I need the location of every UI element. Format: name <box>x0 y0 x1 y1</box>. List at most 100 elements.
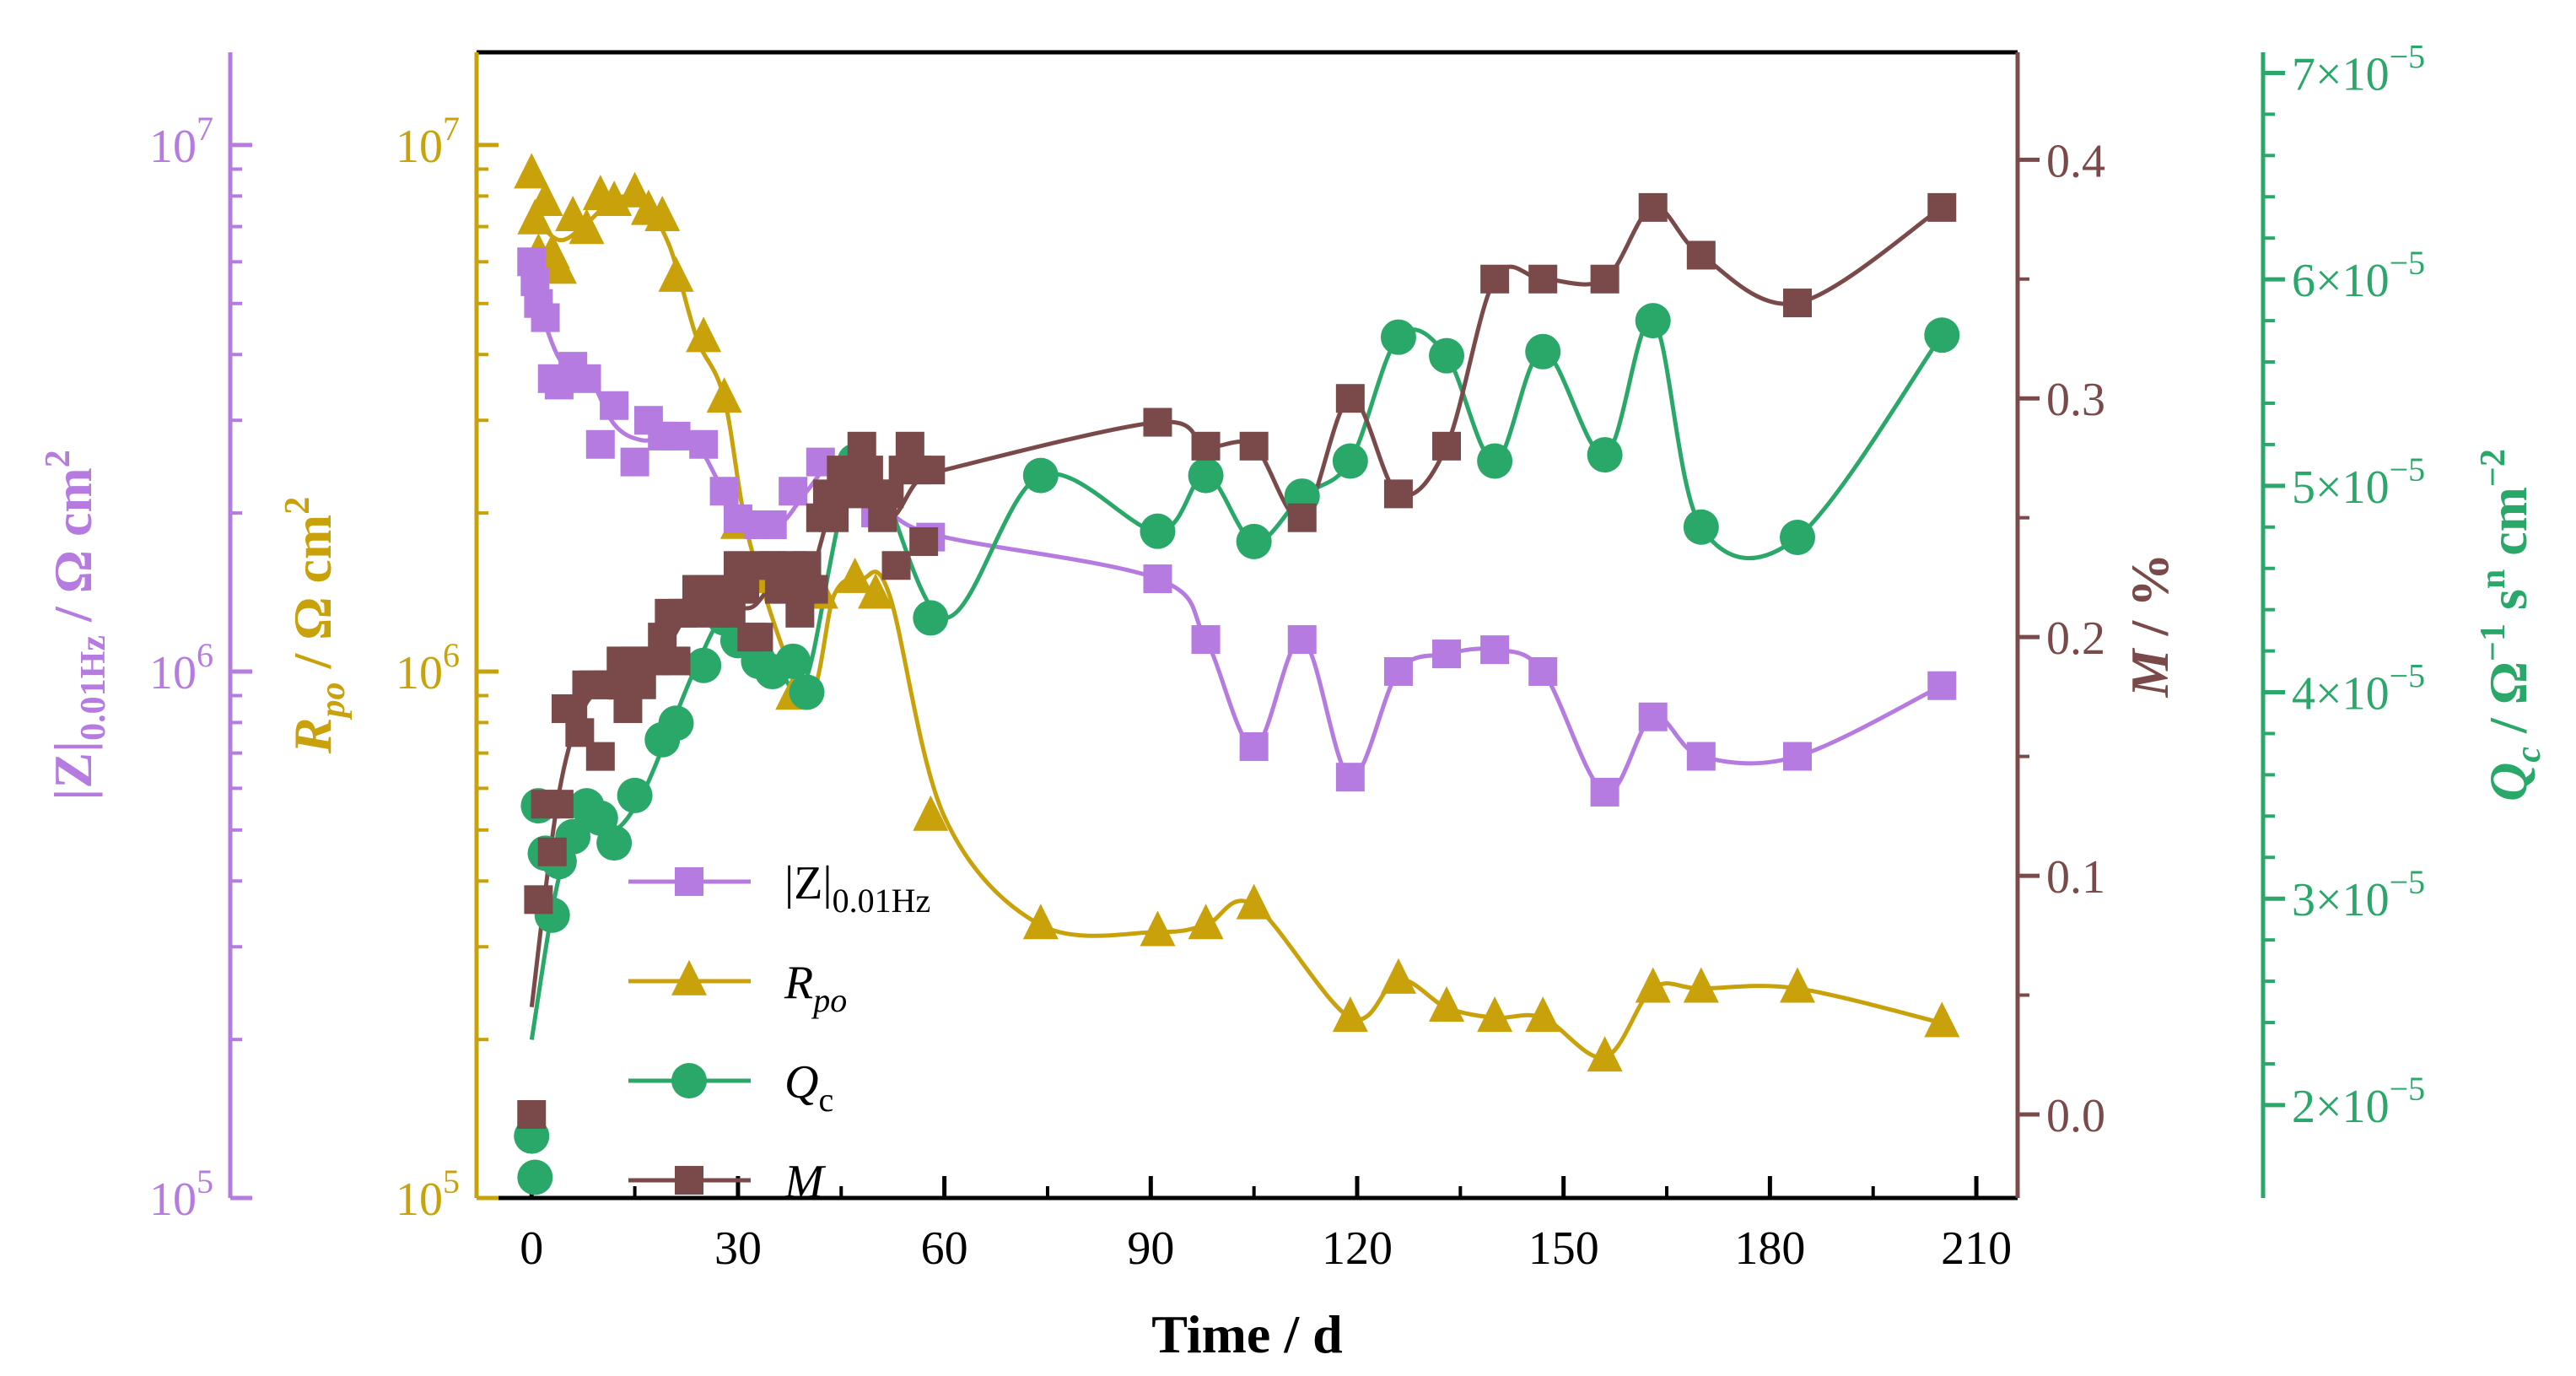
m-data-point <box>799 575 828 604</box>
rpo-data-point <box>1380 958 1416 994</box>
legend-marker-rpo <box>671 959 707 996</box>
rpo-data-point <box>913 795 949 831</box>
rpo-data-point <box>569 208 605 245</box>
rpo-data-point <box>1924 1001 1960 1038</box>
x-tick-label: 0 <box>520 1222 543 1275</box>
m-data-point <box>661 646 691 676</box>
z-data-point <box>600 391 629 420</box>
m-data-point <box>1383 479 1413 509</box>
qc-tick-label: 5×10−5 <box>2292 451 2425 514</box>
m-data-point <box>1638 192 1668 222</box>
rpo-data-point <box>644 195 681 231</box>
qc-data-point <box>1429 337 1465 374</box>
qc-data-point <box>1332 443 1368 479</box>
m-data-point <box>544 790 574 819</box>
m-tick-label: 0.1 <box>2046 851 2105 904</box>
qc-data-point <box>1525 333 1561 370</box>
rpo-data-point <box>706 377 742 413</box>
z-data-point <box>689 429 719 459</box>
rpo-data-point <box>1683 967 1719 1003</box>
rpo-data-point <box>1140 910 1176 947</box>
z-data-point <box>1927 671 1957 700</box>
m-data-point <box>1239 431 1269 461</box>
x-tick-label: 150 <box>1528 1222 1599 1275</box>
rpo-data-point <box>1022 904 1059 940</box>
z-data-point <box>1335 763 1365 792</box>
m-data-point <box>1686 240 1716 270</box>
z-data-point <box>1191 625 1221 655</box>
m-data-point <box>585 742 615 771</box>
qc-data-point <box>686 647 722 683</box>
qc-tick-label: 6×10−5 <box>2292 244 2425 307</box>
rpo-data-point <box>658 256 694 292</box>
qc-data-point <box>1022 457 1059 494</box>
m-data-point <box>1335 384 1365 413</box>
rpo-data-point <box>686 316 722 353</box>
m-tick-label: 0.3 <box>2046 374 2105 426</box>
rpo-data-point <box>617 171 653 208</box>
z-tick-label: 106 <box>149 636 213 699</box>
qc-data-point <box>1924 317 1960 353</box>
qc-data-point <box>596 825 633 861</box>
z-data-point <box>1638 702 1668 731</box>
rpo-data-point <box>1236 883 1272 920</box>
rpo-data-point <box>1477 996 1513 1033</box>
rpo-axis-title: Rpo / Ω cm2 <box>278 497 353 754</box>
m-data-point <box>517 1099 547 1129</box>
z-data-point <box>1287 625 1317 655</box>
z-data-point <box>1528 656 1558 686</box>
rpo-data-point <box>517 198 553 235</box>
z-tick-label: 107 <box>149 110 213 173</box>
z-data-point <box>1432 639 1462 669</box>
rpo-data-point <box>837 557 873 593</box>
qc-tick-label: 3×10−5 <box>2292 863 2425 926</box>
z-data-point <box>1239 731 1269 761</box>
rpo-data-point <box>858 573 894 609</box>
m-data-point <box>909 526 939 556</box>
qc-data-point <box>1477 443 1513 479</box>
rpo-data-point <box>1188 904 1224 940</box>
rpo-tick-label: 106 <box>396 636 460 699</box>
z-axis-title: |Z|0.01Hz / Ω cm2 <box>39 450 113 800</box>
m-data-point <box>916 456 946 485</box>
qc-data-point <box>775 643 811 679</box>
rpo-data-point <box>1587 1036 1623 1072</box>
legend-marker-z <box>675 867 703 896</box>
x-axis-title: Time / d <box>1151 1304 1342 1364</box>
m-tick-label: 0.0 <box>2046 1090 2105 1142</box>
qc-data-point <box>1635 303 1671 339</box>
z-data-point <box>779 477 808 506</box>
m-data-point <box>1480 264 1510 294</box>
rpo-tick-label: 105 <box>396 1163 460 1226</box>
rpo-data-point <box>541 248 577 284</box>
qc-tick-label: 2×10−5 <box>2292 1070 2425 1133</box>
m-tick-label: 0.2 <box>2046 612 2105 665</box>
m-data-point <box>881 551 911 580</box>
x-tick-label: 30 <box>714 1222 762 1275</box>
rpo-data-point <box>514 153 550 189</box>
z-data-point <box>1783 742 1812 771</box>
z-data-point <box>757 510 787 539</box>
qc-data-point <box>1780 520 1815 556</box>
z-tick-label: 105 <box>149 1163 213 1226</box>
qc-data-point <box>658 705 694 742</box>
m-data-point <box>1287 503 1317 532</box>
qc-data-point <box>1683 509 1719 545</box>
legend-label-rpo: Rpo <box>784 957 847 1019</box>
rpo-data-point <box>1332 996 1368 1033</box>
m-tick-label: 0.4 <box>2046 135 2105 187</box>
rpo-tick-label: 107 <box>396 110 460 173</box>
rpo-data-point <box>1525 996 1561 1033</box>
m-data-point <box>524 885 553 915</box>
m-data-point <box>1143 407 1172 437</box>
rpo-data-point <box>1780 967 1815 1003</box>
qc-data-point <box>789 674 825 710</box>
z-data-point <box>1143 564 1172 594</box>
m-data-point <box>1528 264 1558 294</box>
m-data-point <box>1590 264 1619 294</box>
m-data-point <box>1432 431 1462 461</box>
rpo-data-point <box>527 181 563 217</box>
m-axis-title: M / % <box>2120 553 2180 699</box>
data-marks-group <box>514 153 1960 1195</box>
